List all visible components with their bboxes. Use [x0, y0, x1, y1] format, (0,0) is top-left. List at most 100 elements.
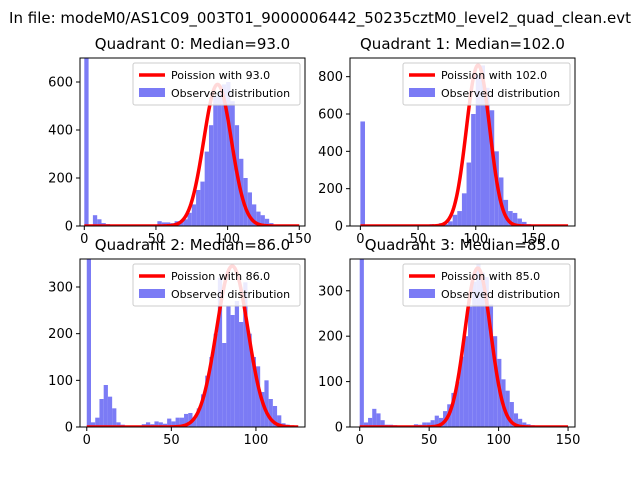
poisson-curve — [83, 82, 301, 226]
legend-label-poisson: Poission with 86.0 — [171, 270, 270, 283]
y-tick-label: 400 — [318, 145, 343, 160]
legend-bar-swatch — [139, 88, 165, 97]
histogram-bar — [505, 390, 510, 427]
subplot-title: Quadrant 0: Median=93.0 — [95, 35, 290, 53]
histogram-bar — [196, 190, 201, 226]
y-tick-label: 800 — [318, 70, 343, 85]
y-tick-label: 100 — [48, 374, 73, 389]
histogram-bar — [97, 219, 102, 226]
histogram-bar — [188, 413, 193, 427]
x-tick-label: 100 — [463, 232, 488, 247]
histogram-bar — [192, 417, 197, 427]
histogram-bar — [84, 58, 89, 226]
y-tick-label: 200 — [48, 172, 73, 187]
axes-frame — [79, 57, 306, 227]
x-tick-label: 150 — [287, 232, 312, 247]
histogram-bar — [521, 221, 527, 226]
histogram-bar — [466, 162, 472, 226]
histogram-bar — [230, 101, 235, 226]
histogram-bar — [157, 221, 162, 226]
histogram-bar — [264, 218, 270, 226]
histogram-bar — [359, 259, 364, 427]
histogram-bar — [277, 415, 282, 427]
histogram-bar — [196, 408, 201, 427]
histogram-bar — [243, 178, 248, 226]
histogram-bar — [99, 399, 104, 427]
legend: Poission with 85.0 Observed distribution — [402, 263, 571, 307]
histogram-bar — [112, 408, 117, 427]
y-tick-label: 600 — [48, 76, 73, 91]
histogram-bar — [204, 151, 209, 226]
histogram-bar — [451, 392, 456, 427]
subplot-quadrant-0: 0 50 100 150 0 200 400 600 Quadrant 0: Median=93… — [48, 35, 312, 247]
histogram-bar — [272, 406, 278, 427]
histogram-bar — [209, 357, 214, 427]
y-tick-label: 200 — [48, 327, 73, 342]
axes-frame — [349, 258, 576, 428]
histogram-bar — [426, 422, 431, 427]
histogram-bar — [247, 333, 252, 427]
subplot-quadrant-1: 0 50 100 150 0 200 400 600 800 Quadrant 1: Median… — [318, 35, 576, 247]
legend-frame — [402, 62, 571, 106]
histogram-bar — [226, 305, 231, 427]
histogram-bar — [468, 306, 473, 427]
histogram-bar — [476, 263, 481, 427]
subplot-grid: 0 50 100 150 0 200 400 600 Quadrant 0: Median=93… — [48, 35, 580, 448]
histogram-bar — [480, 65, 485, 226]
y-tick-label: 0 — [335, 421, 343, 436]
histogram-bar — [251, 357, 256, 427]
histogram-bar — [489, 110, 495, 226]
histogram-bar — [256, 211, 261, 226]
legend-frame — [402, 263, 571, 307]
histogram-bar — [92, 215, 98, 226]
histogram-bar — [485, 87, 490, 226]
histogram-bar — [368, 417, 373, 427]
histogram-bar — [103, 385, 108, 427]
histogram-bar — [448, 221, 453, 226]
histogram-bar — [434, 415, 439, 427]
histogram-bar — [217, 91, 222, 226]
histogram-bar — [517, 218, 522, 226]
y-tick-label: 200 — [318, 182, 343, 197]
histogram-bar — [175, 417, 180, 427]
histogram-bar — [472, 281, 477, 427]
legend-label-poisson: Poission with 93.0 — [171, 69, 270, 82]
histogram-bar — [480, 272, 485, 427]
x-tick-label: 0 — [80, 232, 88, 247]
histogram-bar — [158, 422, 163, 427]
y-tick-label: 600 — [318, 108, 343, 123]
histogram-bar — [471, 114, 476, 226]
histogram-bar — [513, 413, 519, 427]
x-tick-label: 100 — [486, 433, 511, 448]
subplot-quadrant-3: 0 50 100 150 0 100 200 300 Quadrant 3: Median=85… — [318, 236, 580, 448]
legend-label-observed: Observed distribution — [441, 87, 560, 100]
poisson-curve — [85, 264, 300, 427]
x-tick-label: 0 — [356, 232, 364, 247]
histogram-bar — [213, 333, 218, 427]
legend: Poission with 86.0 Observed distribution — [132, 263, 301, 307]
histogram-bar — [493, 336, 498, 427]
y-tick-label: 100 — [318, 375, 343, 390]
legend-frame — [132, 62, 301, 106]
histogram-bar — [191, 204, 197, 226]
legend-bar-swatch — [139, 289, 165, 298]
histogram-bar — [154, 421, 159, 427]
histogram-bar — [251, 204, 257, 226]
histogram-bar — [90, 422, 96, 427]
y-tick-label: 200 — [318, 330, 343, 345]
histogram-bar — [488, 304, 494, 427]
subplot-title: Quadrant 3: Median=85.0 — [365, 236, 560, 254]
histogram-bar — [205, 375, 210, 427]
histogram-bar — [363, 422, 369, 427]
histogram-bar — [200, 181, 205, 226]
histogram-bar — [455, 381, 460, 427]
histogram-bar — [200, 394, 206, 427]
histogram-bar — [475, 74, 481, 226]
legend-bar-swatch — [409, 88, 435, 97]
histogram-bar — [508, 211, 513, 226]
histogram-bar — [484, 277, 489, 427]
legend-frame — [132, 263, 301, 307]
histogram-bar — [260, 392, 265, 427]
y-tick-label: 0 — [65, 220, 73, 235]
plot-area — [359, 63, 570, 226]
